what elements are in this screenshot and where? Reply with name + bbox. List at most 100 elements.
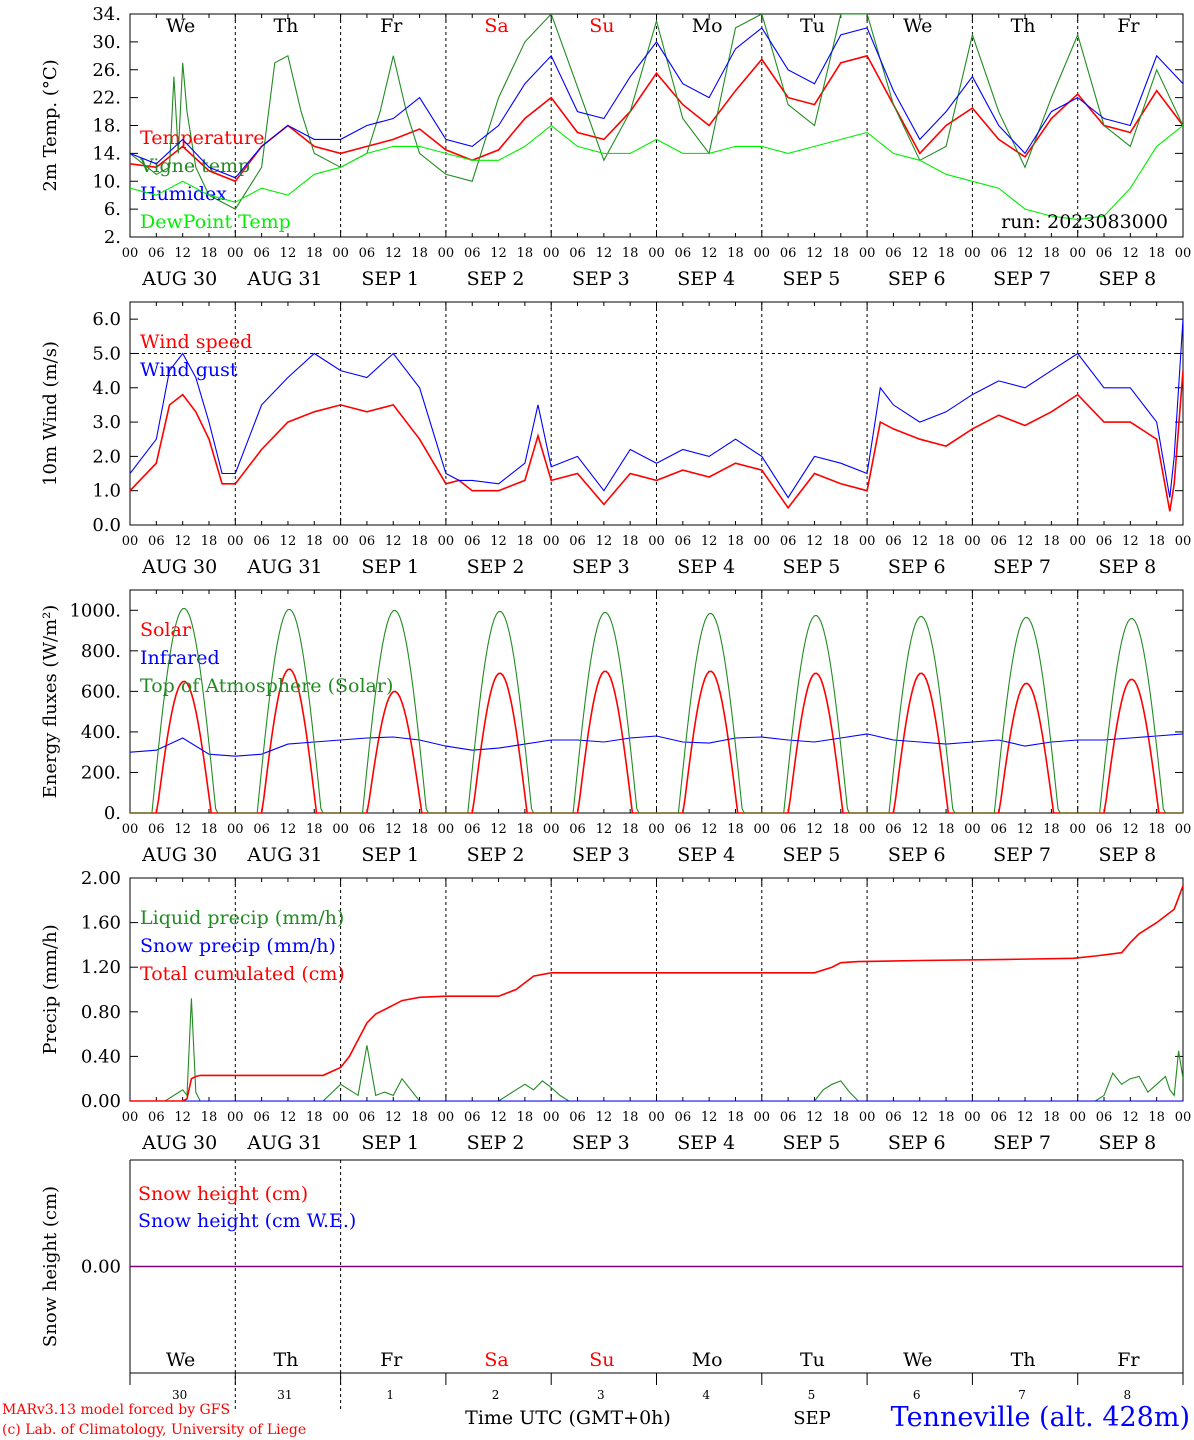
- hour-tick-label: 06: [885, 1110, 902, 1125]
- legend-entry: Snow precip (mm/h): [140, 935, 336, 957]
- date-label: SEP 2: [467, 844, 525, 866]
- hour-tick-label: 00: [122, 534, 139, 549]
- hour-tick-label: 06: [359, 246, 376, 261]
- hour-tick-label: 18: [517, 534, 534, 549]
- hour-tick-label: 18: [833, 534, 850, 549]
- date-label: SEP 6: [888, 844, 946, 866]
- hour-tick-label: 06: [780, 534, 797, 549]
- hour-tick-label: 18: [833, 822, 850, 837]
- hour-tick-label: 18: [622, 822, 639, 837]
- weekday-label: Th: [273, 1349, 298, 1371]
- hour-tick-label: 00: [543, 822, 560, 837]
- y-tick-label: 10.: [92, 171, 121, 192]
- hour-tick-label: 00: [332, 534, 349, 549]
- panels-layer: 00 06 12 18 00 06 12 18 00 06 12 18 00 06 12 18 00 06 12 18…: [40, 4, 1191, 1410]
- weekday-label: We: [903, 15, 932, 37]
- date-label: SEP 1: [361, 268, 419, 290]
- hour-tick-label: 18: [622, 246, 639, 261]
- legend-entry: Infrared: [140, 647, 220, 669]
- date-label: SEP 7: [993, 268, 1051, 290]
- y-axis-label: 10m Wind (m/s): [40, 341, 61, 486]
- hour-tick-label: 06: [885, 534, 902, 549]
- plot-frame: [129, 589, 1184, 814]
- hour-tick-label: 18: [938, 1110, 955, 1125]
- date-label: SEP 4: [677, 844, 735, 866]
- y-tick-label: 200.: [81, 762, 121, 783]
- y-tick-label: 0.80: [81, 1002, 121, 1023]
- hour-tick-label: 12: [280, 822, 297, 837]
- hour-tick-label: 06: [675, 1110, 692, 1125]
- hour-tick-label: 06: [780, 246, 797, 261]
- hour-tick-label: 12: [174, 246, 191, 261]
- hour-tick-label: 18: [411, 822, 428, 837]
- hour-tick-label: 12: [701, 534, 718, 549]
- hour-tick-label: 00: [438, 822, 455, 837]
- hour-tick-label: 06: [569, 246, 586, 261]
- date-label: SEP 7: [993, 556, 1051, 578]
- hour-tick-label: 06: [148, 246, 165, 261]
- date-label: SEP 8: [1098, 1132, 1156, 1154]
- weekday-label: Th: [1011, 15, 1036, 37]
- hour-tick-label: 12: [385, 822, 402, 837]
- hour-tick-label: 06: [1096, 534, 1113, 549]
- date-label: SEP 6: [888, 556, 946, 578]
- weekday-label: Tu: [800, 15, 825, 37]
- hour-tick-label: 06: [675, 822, 692, 837]
- day-number-label: 8: [1124, 1388, 1132, 1402]
- hour-tick-label: 18: [622, 534, 639, 549]
- date-label: SEP 7: [993, 844, 1051, 866]
- hour-tick-label: 00: [332, 246, 349, 261]
- panel-precip: 00 06 12 18 00 06 12 18 00 06 12 18 00 06 12 18 00 06 12 18…: [40, 868, 1191, 1154]
- hour-tick-label: 18: [622, 1110, 639, 1125]
- date-label: SEP 4: [677, 268, 735, 290]
- y-tick-label: 22.: [92, 88, 121, 109]
- y-tick-label: 3.0: [92, 412, 121, 433]
- legend-entry: Liquid precip (mm/h): [140, 907, 344, 929]
- hour-tick-label: 18: [517, 822, 534, 837]
- hour-tick-label: 18: [727, 822, 744, 837]
- hour-tick-label: 06: [569, 1110, 586, 1125]
- hour-tick-label: 00: [859, 822, 876, 837]
- hour-tick-label: 06: [675, 246, 692, 261]
- hour-tick-label: 18: [411, 1110, 428, 1125]
- hour-tick-label: 12: [1017, 1110, 1034, 1125]
- date-label: AUG 31: [246, 556, 322, 578]
- day-number-label: 3: [597, 1388, 605, 1402]
- date-label: SEP 8: [1098, 844, 1156, 866]
- hour-tick-label: 18: [411, 246, 428, 261]
- day-number-label: 6: [913, 1388, 921, 1402]
- date-label: AUG 31: [246, 844, 322, 866]
- legend-entry: Solar: [140, 619, 192, 641]
- hour-tick-label: 00: [648, 534, 665, 549]
- y-tick-label: 1000.: [69, 600, 121, 621]
- legend-entry: Snow height (cm W.E.): [138, 1210, 356, 1232]
- hour-tick-label: 06: [1096, 822, 1113, 837]
- legend-entry: Wind gust: [140, 359, 238, 381]
- hour-tick-label: 06: [253, 246, 270, 261]
- hour-tick-label: 12: [596, 246, 613, 261]
- weekday-label: Tu: [800, 1349, 825, 1371]
- date-label: SEP 1: [361, 844, 419, 866]
- hour-tick-label: 06: [253, 1110, 270, 1125]
- y-tick-label: 800.: [81, 641, 121, 662]
- hour-tick-label: 18: [1043, 822, 1060, 837]
- date-label: SEP 1: [361, 1132, 419, 1154]
- hour-tick-label: 00: [122, 822, 139, 837]
- hour-tick-label: 18: [938, 822, 955, 837]
- y-tick-label: 2.0: [92, 446, 121, 467]
- hour-tick-label: 06: [464, 1110, 481, 1125]
- hour-tick-label: 18: [1148, 246, 1165, 261]
- series-vigne-temp: [130, 14, 1183, 210]
- y-tick-label: 34.: [92, 4, 121, 25]
- hour-tick-label: 12: [701, 822, 718, 837]
- panel-temp: 00 06 12 18 00 06 12 18 00 06 12 18 00 06 12 18 00 06 12 18…: [40, 4, 1191, 290]
- hour-tick-label: 12: [596, 822, 613, 837]
- hour-tick-label: 06: [148, 822, 165, 837]
- hour-tick-label: 18: [938, 246, 955, 261]
- hour-tick-label: 12: [174, 1110, 191, 1125]
- hour-tick-label: 18: [306, 822, 323, 837]
- hour-tick-label: 06: [780, 822, 797, 837]
- weekday-label: We: [166, 1349, 195, 1371]
- weekday-label: Fr: [380, 1349, 403, 1371]
- hour-tick-label: 00: [754, 822, 771, 837]
